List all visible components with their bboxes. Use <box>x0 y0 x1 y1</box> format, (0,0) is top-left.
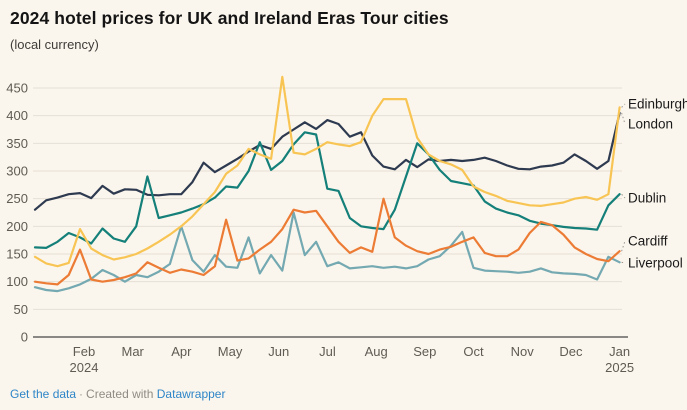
y-tick-label-250: 250 <box>6 191 28 206</box>
created-with-text: Created with <box>86 387 154 401</box>
series-end-label-cardiff: Cardiff <box>628 234 668 249</box>
chart-subtitle: (local currency) <box>10 37 99 52</box>
x-tick-label-oct: Oct <box>463 344 484 359</box>
footer-separator: · <box>79 387 84 401</box>
series-line-liverpool <box>33 211 621 293</box>
series-line-dublin <box>33 131 621 249</box>
end-label-connector-dublin <box>621 193 626 199</box>
end-label-connector-london <box>621 112 626 125</box>
x-tick-label-apr: Apr <box>171 344 192 359</box>
get-the-data-link[interactable]: Get the data <box>10 387 77 401</box>
y-tick-label-150: 150 <box>6 247 28 262</box>
y-tick-label-0: 0 <box>21 330 28 345</box>
y-tick-label-50: 50 <box>14 302 28 317</box>
x-tick-label-sep: Sep <box>413 344 436 359</box>
series-end-label-london: London <box>628 117 673 132</box>
x-tick-label-mar: Mar <box>121 344 144 359</box>
x-tick-label-jun: Jun <box>268 344 289 359</box>
x-year-label-start: 2024 <box>70 360 99 375</box>
x-tick-label-nov: Nov <box>511 344 535 359</box>
x-tick-label-may: May <box>218 344 243 359</box>
series-line-london <box>33 111 621 211</box>
y-tick-label-200: 200 <box>6 219 28 234</box>
end-label-connector-edinburgh <box>621 103 626 108</box>
x-tick-label-dec: Dec <box>559 344 583 359</box>
y-tick-label-100: 100 <box>6 274 28 289</box>
x-tick-label-jul: Jul <box>319 344 336 359</box>
x-year-label-end: 2025 <box>605 360 634 375</box>
chart-footer: Get the data · Created with Datawrapper <box>10 387 225 401</box>
y-tick-label-350: 350 <box>6 136 28 151</box>
series-end-label-edinburgh: Edinburgh <box>628 97 687 112</box>
end-label-connector-cardiff <box>621 240 626 252</box>
y-tick-label-400: 400 <box>6 108 28 123</box>
y-tick-label-300: 300 <box>6 164 28 179</box>
chart-title: 2024 hotel prices for UK and Ireland Era… <box>10 8 449 28</box>
x-tick-label-jan: Jan <box>609 344 630 359</box>
y-tick-label-450: 450 <box>6 81 28 96</box>
series-line-edinburgh <box>33 75 621 268</box>
end-label-connector-liverpool <box>621 261 626 264</box>
datawrapper-link[interactable]: Datawrapper <box>156 387 226 401</box>
x-tick-label-feb: Feb <box>73 344 95 359</box>
series-end-label-dublin: Dublin <box>628 191 666 206</box>
x-tick-label-aug: Aug <box>365 344 388 359</box>
series-end-label-liverpool: Liverpool <box>628 256 683 271</box>
series-line-cardiff <box>33 197 621 286</box>
